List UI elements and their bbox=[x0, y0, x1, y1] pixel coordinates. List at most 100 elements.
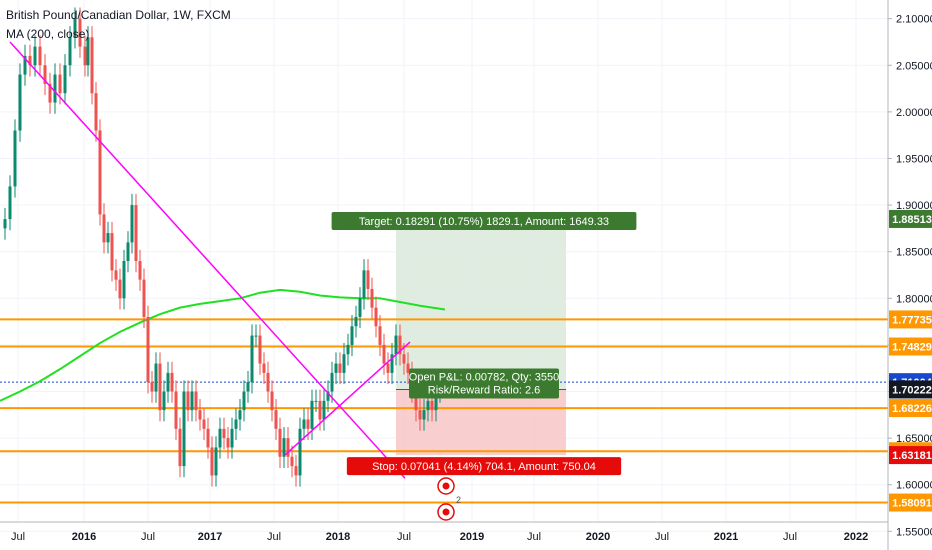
candle-body bbox=[414, 391, 418, 411]
candle-body bbox=[8, 186, 12, 220]
candle-body bbox=[382, 344, 386, 364]
event-marker-dot bbox=[442, 482, 450, 490]
candle-body bbox=[13, 130, 17, 187]
y-tick-label: 1.80000 bbox=[896, 293, 932, 305]
target-label-bg bbox=[331, 211, 637, 230]
candle-body bbox=[23, 55, 27, 75]
candle-body bbox=[158, 363, 162, 411]
candle-body bbox=[206, 428, 210, 448]
candle-body bbox=[134, 205, 138, 262]
y-tick-label: 1.90000 bbox=[896, 200, 932, 212]
candle-body bbox=[290, 456, 294, 467]
candle-body bbox=[386, 363, 390, 373]
candle-body bbox=[198, 410, 202, 420]
candle-body bbox=[358, 298, 362, 317]
price-tag: 1.68226 bbox=[892, 403, 932, 415]
x-tick-label: Jul bbox=[783, 531, 797, 543]
candle-body bbox=[226, 438, 230, 448]
candle-body bbox=[350, 326, 354, 345]
candle-body bbox=[218, 428, 222, 448]
price-tag-bg bbox=[889, 446, 932, 465]
candle-body bbox=[18, 74, 22, 131]
candle-body bbox=[374, 307, 378, 327]
candle-body bbox=[326, 391, 330, 401]
candle-body bbox=[126, 242, 130, 262]
candle-body bbox=[250, 335, 254, 383]
candle-body bbox=[370, 288, 374, 308]
y-tick-label: 1.95000 bbox=[896, 153, 932, 165]
candle-body bbox=[162, 391, 166, 411]
y-tick-label: 1.60000 bbox=[896, 480, 932, 492]
candle-body bbox=[174, 391, 178, 429]
x-tick-label: 2019 bbox=[460, 531, 484, 543]
candle-body bbox=[138, 261, 142, 280]
candle-body bbox=[310, 400, 314, 429]
x-tick-label: 2020 bbox=[586, 531, 610, 543]
y-tick-label: 2.10000 bbox=[896, 14, 932, 26]
candle-body bbox=[306, 419, 310, 429]
candle-body bbox=[68, 37, 72, 66]
candle-body bbox=[130, 205, 134, 243]
candle-body bbox=[366, 270, 370, 289]
candle-body bbox=[262, 363, 266, 373]
x-tick-label: 2018 bbox=[326, 531, 350, 543]
candle-body bbox=[242, 391, 246, 411]
pnl-text: Open P&L: 0.00782, Qty: 3550 bbox=[409, 371, 559, 383]
candle-body bbox=[214, 447, 218, 476]
candle-body bbox=[322, 400, 326, 420]
candle-body bbox=[53, 74, 57, 103]
trendline[interactable] bbox=[9, 41, 406, 479]
candle-body bbox=[234, 419, 238, 429]
candle-body bbox=[43, 65, 47, 84]
candle-body bbox=[282, 438, 286, 457]
candle-body bbox=[394, 335, 398, 355]
event-markers[interactable]: 2 bbox=[437, 477, 461, 521]
candle-body bbox=[402, 354, 406, 364]
candle-body bbox=[422, 410, 426, 420]
x-tick-label: Jul bbox=[527, 531, 541, 543]
price-tag: 1.63181 bbox=[892, 450, 932, 462]
chart-legend: British Pound/Canadian Dollar, 1W, FXCM … bbox=[6, 6, 231, 44]
candle-body bbox=[58, 74, 62, 94]
candlestick-series bbox=[3, 7, 442, 487]
y-tick-label: 1.65000 bbox=[896, 433, 932, 445]
price-tag-bg bbox=[889, 493, 932, 512]
candle-body bbox=[102, 214, 106, 243]
stop-zone bbox=[396, 389, 566, 456]
price-tag: 1.70222 bbox=[892, 384, 932, 396]
candle-body bbox=[114, 270, 118, 280]
candle-body bbox=[150, 382, 154, 392]
candle-body bbox=[274, 410, 278, 429]
candle-body bbox=[330, 372, 334, 392]
candle-body bbox=[48, 83, 52, 103]
candle-body bbox=[346, 344, 350, 355]
candle-body bbox=[278, 428, 282, 457]
candle-body bbox=[270, 391, 274, 411]
trendlines[interactable] bbox=[9, 41, 411, 479]
candle-body bbox=[390, 354, 394, 373]
candle-body bbox=[338, 363, 342, 373]
candle-body bbox=[426, 400, 430, 411]
y-tick-label: 2.05000 bbox=[896, 60, 932, 72]
candle-body bbox=[78, 18, 82, 47]
candle-body bbox=[146, 316, 150, 383]
moving-average-layer bbox=[0, 288, 446, 402]
candle-body bbox=[63, 65, 67, 94]
candle-body bbox=[430, 400, 434, 411]
position-zones bbox=[396, 218, 566, 456]
candle-body bbox=[314, 400, 318, 402]
candle-body bbox=[3, 219, 7, 229]
candle-body bbox=[190, 391, 194, 411]
y-tick-label: 2.00000 bbox=[896, 107, 932, 119]
candle-body bbox=[110, 233, 114, 271]
price-tag-bg bbox=[889, 399, 932, 418]
x-tick-label: Jul bbox=[141, 531, 155, 543]
trendline[interactable] bbox=[284, 341, 411, 456]
candle-body bbox=[246, 382, 250, 392]
candle-body bbox=[354, 316, 358, 327]
candle-body bbox=[258, 335, 262, 364]
candle-body bbox=[406, 363, 410, 373]
candle-body bbox=[28, 55, 32, 66]
stop-label: Stop: 0.07041 (4.14%) 704.1, Amount: 750… bbox=[372, 461, 596, 473]
